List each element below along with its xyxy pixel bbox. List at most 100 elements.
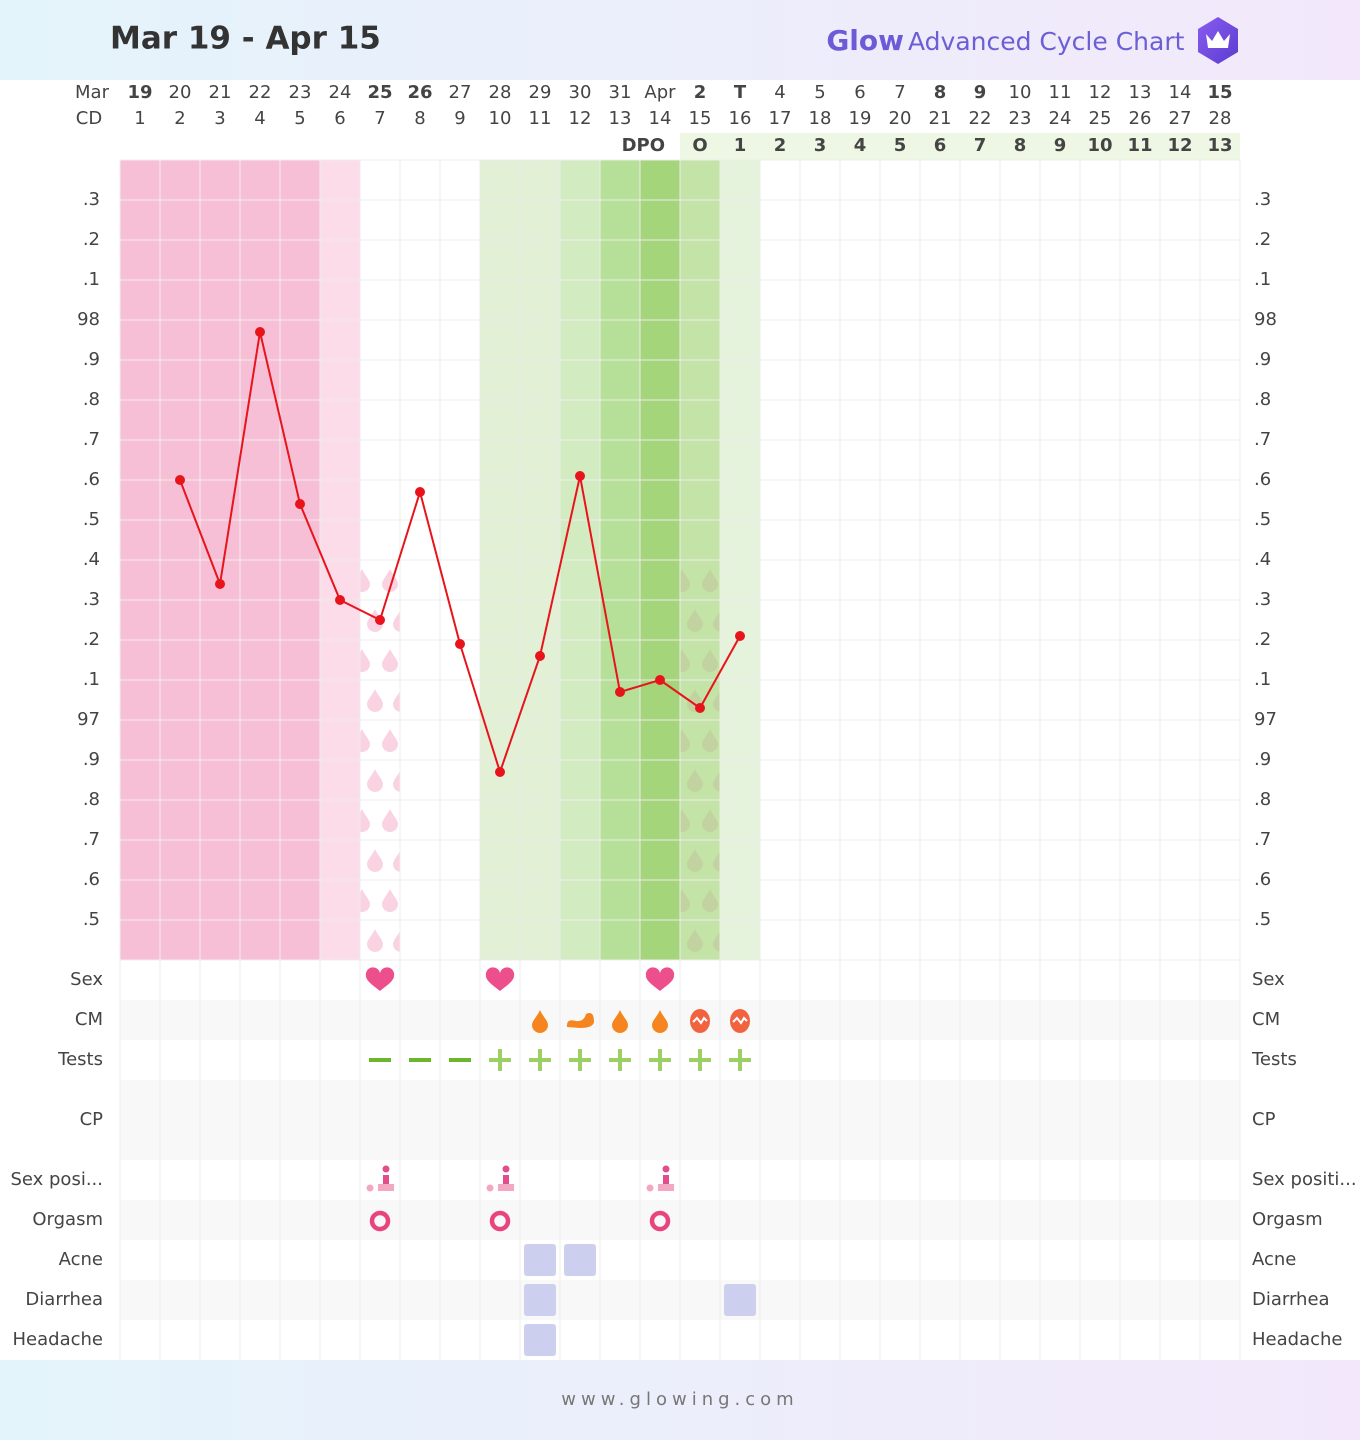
y-tick-label-right: .2	[1254, 629, 1271, 650]
cycle-day: 16	[729, 108, 752, 129]
spotting-drop	[360, 889, 370, 912]
row-label: Sex posi...	[10, 1169, 103, 1190]
y-tick-label: .9	[83, 749, 100, 770]
spotting-drop	[680, 649, 690, 672]
spotting-drop	[393, 931, 400, 952]
temperature-point	[215, 579, 225, 589]
y-tick-label-right: .9	[1254, 749, 1271, 770]
cycle-day: 18	[809, 108, 832, 129]
y-tick-label-right: .1	[1254, 669, 1271, 690]
cycle-day: 19	[849, 108, 872, 129]
temperature-point	[535, 651, 545, 661]
y-tick-label-right: .4	[1254, 549, 1271, 570]
test-positive-icon	[489, 1049, 511, 1071]
y-tick-label-right: .5	[1254, 909, 1271, 930]
cycle-day: 7	[374, 108, 385, 129]
temperature-point	[695, 703, 705, 713]
y-tick-label-right: .7	[1254, 429, 1271, 450]
position-base	[378, 1184, 394, 1191]
spotting-drop	[713, 931, 720, 952]
position-head	[662, 1165, 670, 1173]
date-label: 29	[529, 82, 552, 103]
row-label-right: Sex positi...	[1252, 1169, 1357, 1190]
symptom-square	[524, 1244, 556, 1276]
date-label: 27	[449, 82, 472, 103]
date-label: 14	[1169, 82, 1192, 103]
brand: Glow	[826, 24, 904, 57]
row-label-right: CP	[1252, 1109, 1276, 1130]
orgasm-icon	[649, 1210, 671, 1232]
spotting-drop	[367, 769, 383, 792]
row-label: CP	[80, 1109, 104, 1130]
spotting-drop	[393, 771, 400, 792]
cycle-day: 15	[689, 108, 712, 129]
dpo-value: 8	[1014, 135, 1027, 156]
premium-badge	[1198, 17, 1238, 64]
date-label: 26	[407, 82, 432, 103]
cycle-day: 8	[414, 108, 425, 129]
temperature-point	[655, 675, 665, 685]
temperature-point	[735, 631, 745, 641]
y-tick-label: .8	[83, 389, 100, 410]
egg-zigzag	[732, 1016, 748, 1025]
cd-label: CD	[76, 108, 102, 129]
spotting-drop	[367, 849, 383, 872]
spotting-drop	[713, 691, 720, 712]
test-negative-icon	[409, 1058, 431, 1062]
date-label: 24	[329, 82, 352, 103]
cycle-day: 10	[489, 108, 512, 129]
temperature-point	[615, 687, 625, 697]
dpo-value: 10	[1087, 135, 1112, 156]
temperature-point	[415, 487, 425, 497]
dpo-label: DPO	[622, 135, 665, 156]
y-tick-label-right: .2	[1254, 229, 1271, 250]
spotting-drop	[687, 769, 703, 792]
y-tick-label: 97	[77, 709, 100, 730]
dpo-value: 1	[734, 135, 747, 156]
orgasm-icon	[489, 1210, 511, 1232]
spotting-drop	[680, 729, 690, 752]
spotting-pattern	[360, 569, 400, 952]
footer-url: www.glowing.com	[561, 1389, 798, 1410]
test-positive-icon	[649, 1049, 671, 1071]
test-negative-icon	[369, 1058, 391, 1062]
cm-drop-icon	[652, 1010, 668, 1033]
spotting-drop	[680, 889, 690, 912]
symptom-square	[724, 1284, 756, 1316]
dpo-value: 5	[894, 135, 907, 156]
heart-icon	[485, 967, 515, 991]
row-label-right: Orgasm	[1252, 1209, 1323, 1230]
row-label: CM	[75, 1009, 103, 1030]
row-label: Acne	[59, 1249, 103, 1270]
row-label: Orgasm	[32, 1209, 103, 1230]
sex-position-icon	[646, 1165, 674, 1192]
y-tick-label-right: .8	[1254, 789, 1271, 810]
y-tick-label: .3	[83, 189, 100, 210]
y-tick-label: .8	[83, 789, 100, 810]
date-label: Apr	[644, 82, 676, 103]
temperature-point	[495, 767, 505, 777]
y-tick-label: .5	[83, 909, 100, 930]
spotting-drop	[393, 851, 400, 872]
y-tick-label: .6	[83, 869, 100, 890]
symptom-square	[564, 1244, 596, 1276]
spotting-drop	[360, 649, 370, 672]
spotting-drop	[702, 569, 718, 592]
spotting-drop	[382, 729, 398, 752]
y-tick-label: .3	[83, 589, 100, 610]
cycle-day: 22	[969, 108, 992, 129]
y-tick-label: .2	[83, 229, 100, 250]
spotting-drop	[680, 809, 690, 832]
spotting-drop	[382, 809, 398, 832]
temperature-point	[375, 615, 385, 625]
spotting-drop	[702, 889, 718, 912]
spotting-drop	[360, 729, 370, 752]
test-positive-icon	[569, 1049, 591, 1071]
cycle-day: 1	[134, 108, 145, 129]
y-tick-label: .9	[83, 349, 100, 370]
footer-band	[0, 1360, 1360, 1440]
date-label: 12	[1089, 82, 1112, 103]
date-label: 6	[854, 82, 865, 103]
date-label: 23	[289, 82, 312, 103]
